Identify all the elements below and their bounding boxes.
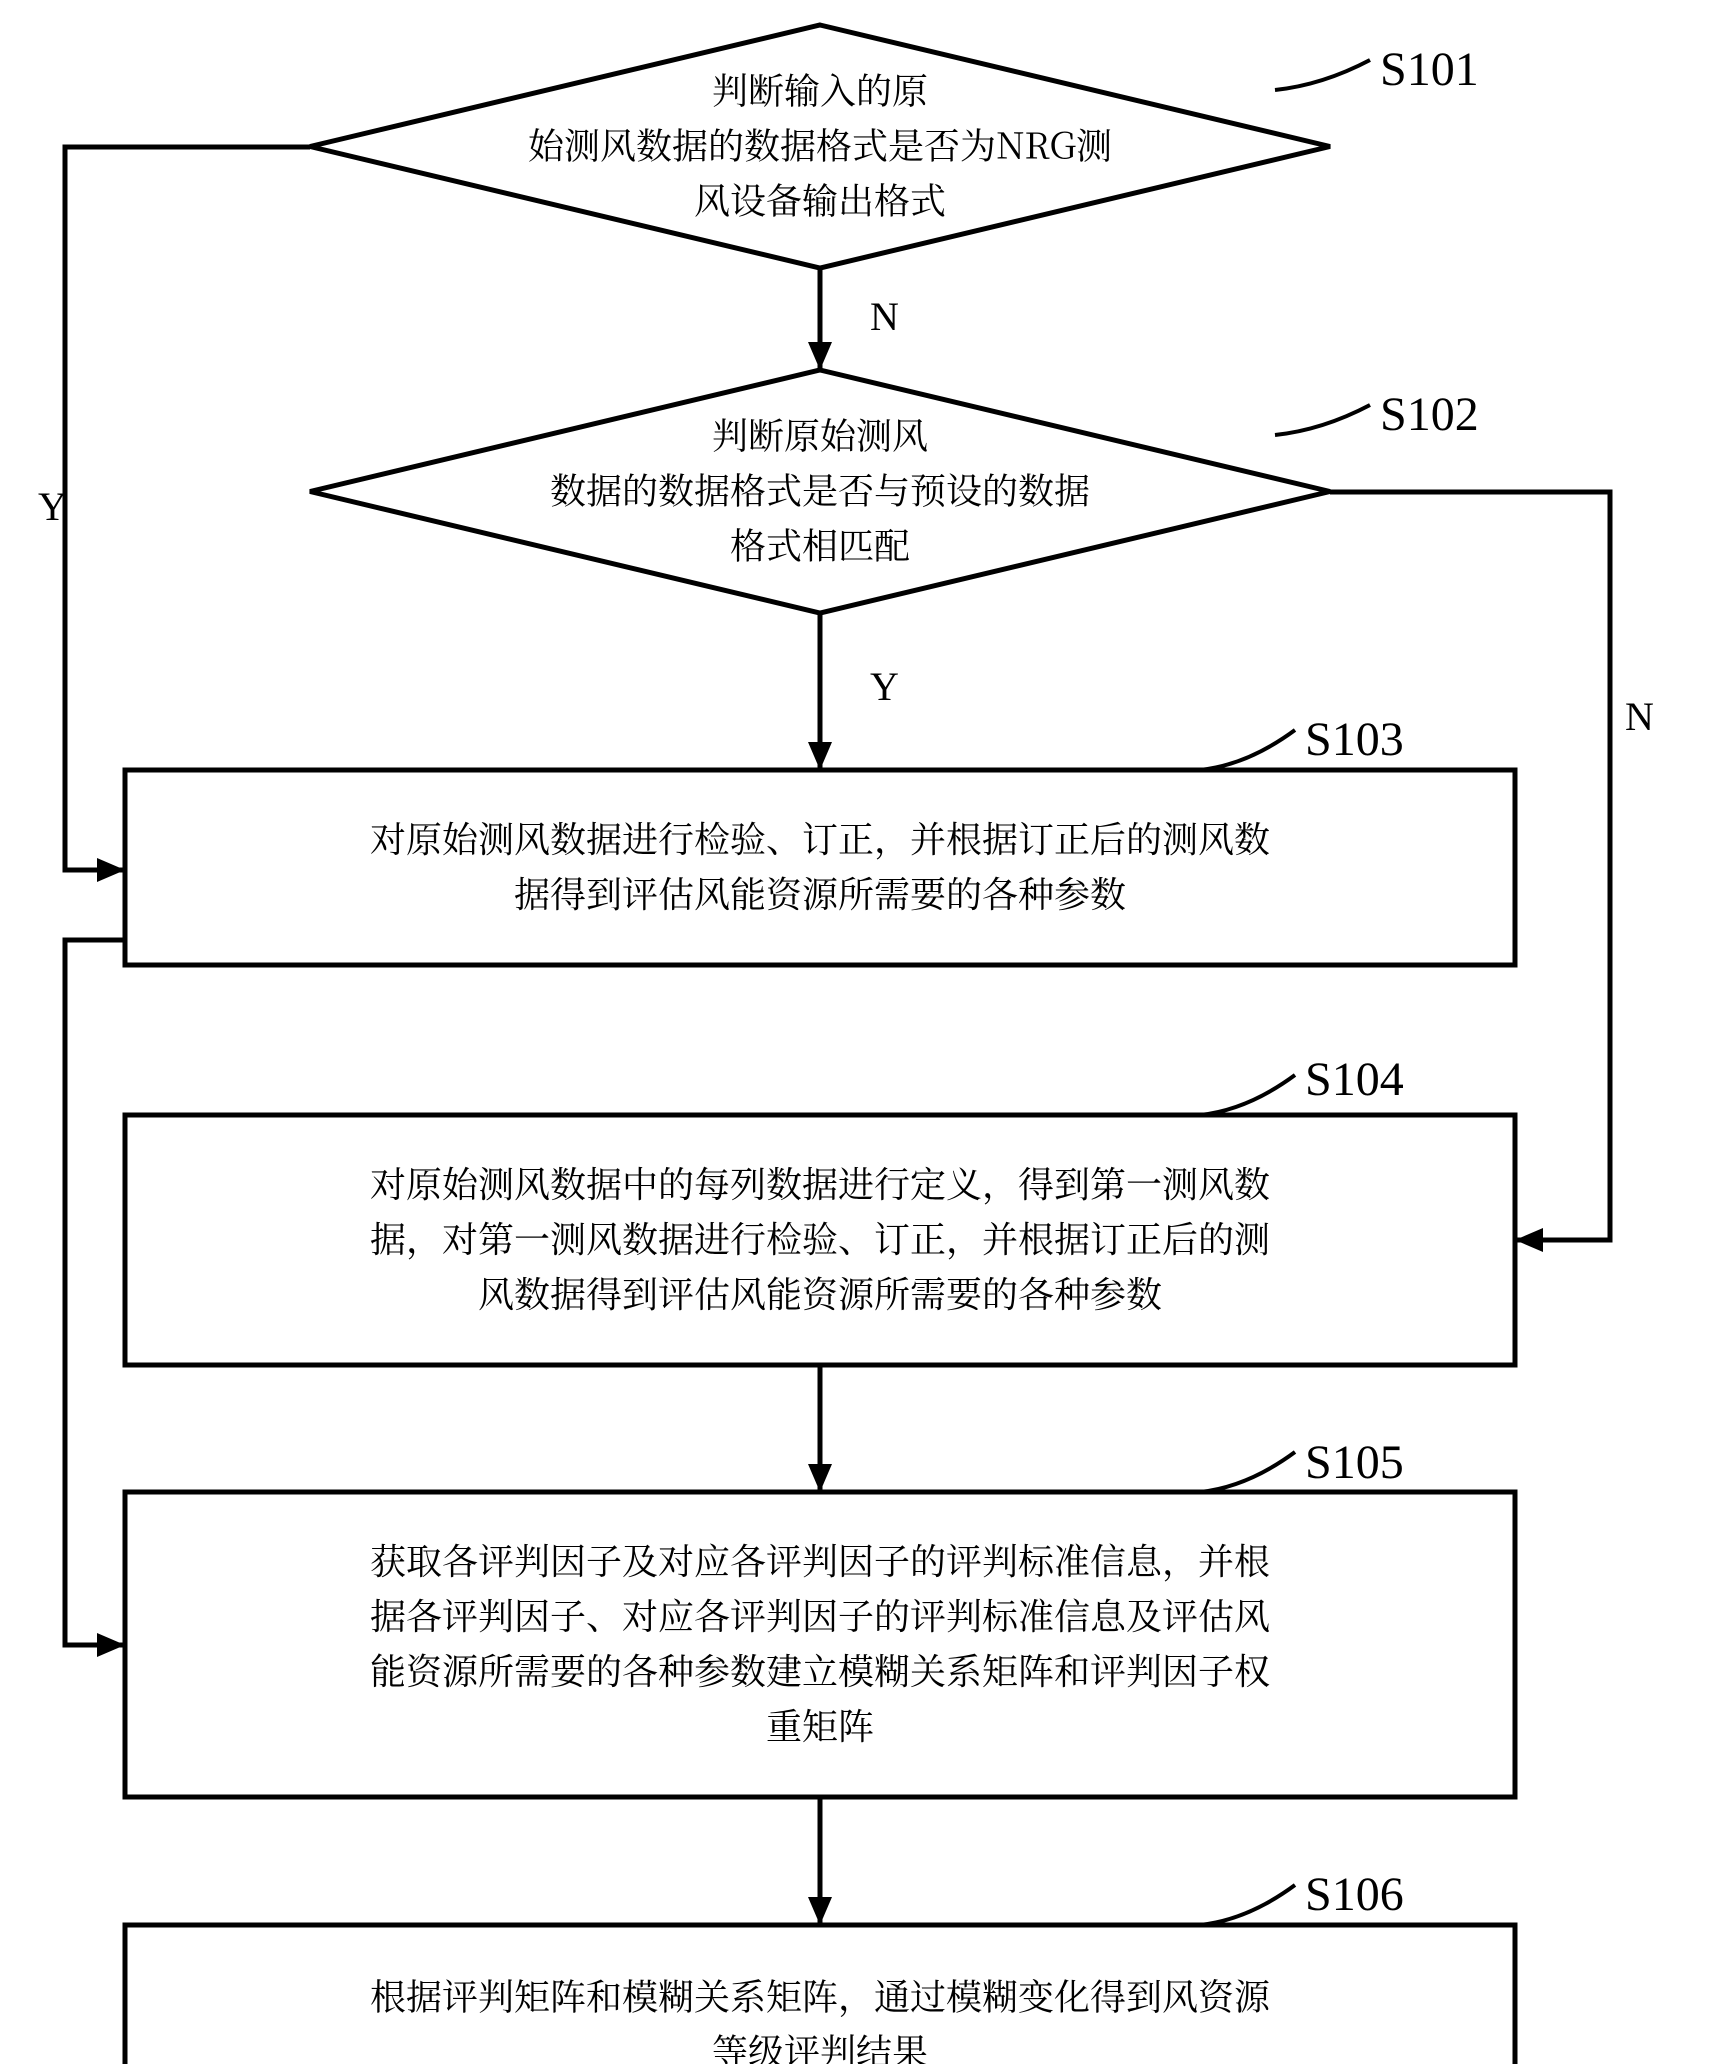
decision-s101-line2: 风设备输出格式 [694, 174, 946, 225]
process-s105-line0: 获取各评判因子及对应各评判因子的评判标准信息，并根 [370, 1534, 1270, 1585]
edge-label-s101-s103: Y [38, 484, 67, 529]
decision-s102-line1: 数据的数据格式是否与预设的数据 [550, 464, 1090, 515]
decision-s102-line0: 判断原始测风 [712, 409, 928, 460]
arrowhead [808, 1464, 832, 1492]
process-s103-line0: 对原始测风数据进行检验、订正，并根据订正后的测风数 [370, 812, 1270, 863]
flowchart-canvas: N Y Y N 判断输入的原始测风数据的数据格式是否为NRG测风设备输出格式 S101 判断… [0, 0, 1721, 2064]
edge-s103-to-s105 [65, 940, 125, 1645]
arrowhead [808, 1897, 832, 1925]
leader-s102 [1275, 405, 1370, 435]
edge-label-s102-s104: N [1625, 694, 1654, 739]
arrowhead [97, 1633, 125, 1657]
leader-s106 [1200, 1885, 1295, 1925]
process-s106-line1: 等级评判结果 [712, 2025, 928, 2064]
process-s103-line1: 据得到评估风能资源所需要的各种参数 [514, 867, 1126, 918]
arrowhead [1515, 1228, 1543, 1252]
edge-label-s101-s102: N [870, 294, 899, 339]
decision-s102-line2: 格式相匹配 [730, 519, 910, 570]
decision-s101-line1: 始测风数据的数据格式是否为NRG测 [528, 119, 1112, 170]
process-s106-line0: 根据评判矩阵和模糊关系矩阵，通过模糊变化得到风资源 [370, 1970, 1271, 2021]
leader-s103 [1200, 730, 1295, 770]
process-s105-line3: 重矩阵 [766, 1699, 874, 1750]
step-label-s105: S105 [1305, 1436, 1404, 1489]
process-s104-line2: 风数据得到评估风能资源所需要的各种参数 [478, 1267, 1162, 1318]
arrowhead [808, 342, 832, 370]
step-label-s102: S102 [1380, 388, 1479, 441]
process-s105-line2: 能资源所需要的各种参数建立模糊关系矩阵和评判因子权 [370, 1644, 1270, 1695]
step-label-s103: S103 [1305, 713, 1404, 766]
edge-s101-to-s103 [65, 147, 310, 870]
arrowhead [97, 858, 125, 882]
arrowhead [808, 742, 832, 770]
leader-s104 [1200, 1075, 1295, 1115]
process-s104-line0: 对原始测风数据中的每列数据进行定义，得到第一测风数 [370, 1157, 1270, 1208]
edge-label-s102-s103: Y [870, 664, 899, 709]
decision-s101-line0: 判断输入的原 [712, 64, 928, 115]
leader-s105 [1200, 1452, 1295, 1492]
step-label-s104: S104 [1305, 1053, 1404, 1106]
step-label-s106: S106 [1305, 1868, 1404, 1921]
leader-s101 [1275, 60, 1370, 90]
step-label-s101: S101 [1380, 43, 1479, 96]
process-s104-line1: 据，对第一测风数据进行检验、订正，并根据订正后的测 [370, 1212, 1270, 1263]
process-s105-line1: 据各评判因子、对应各评判因子的评判标准信息及评估风 [370, 1589, 1270, 1640]
